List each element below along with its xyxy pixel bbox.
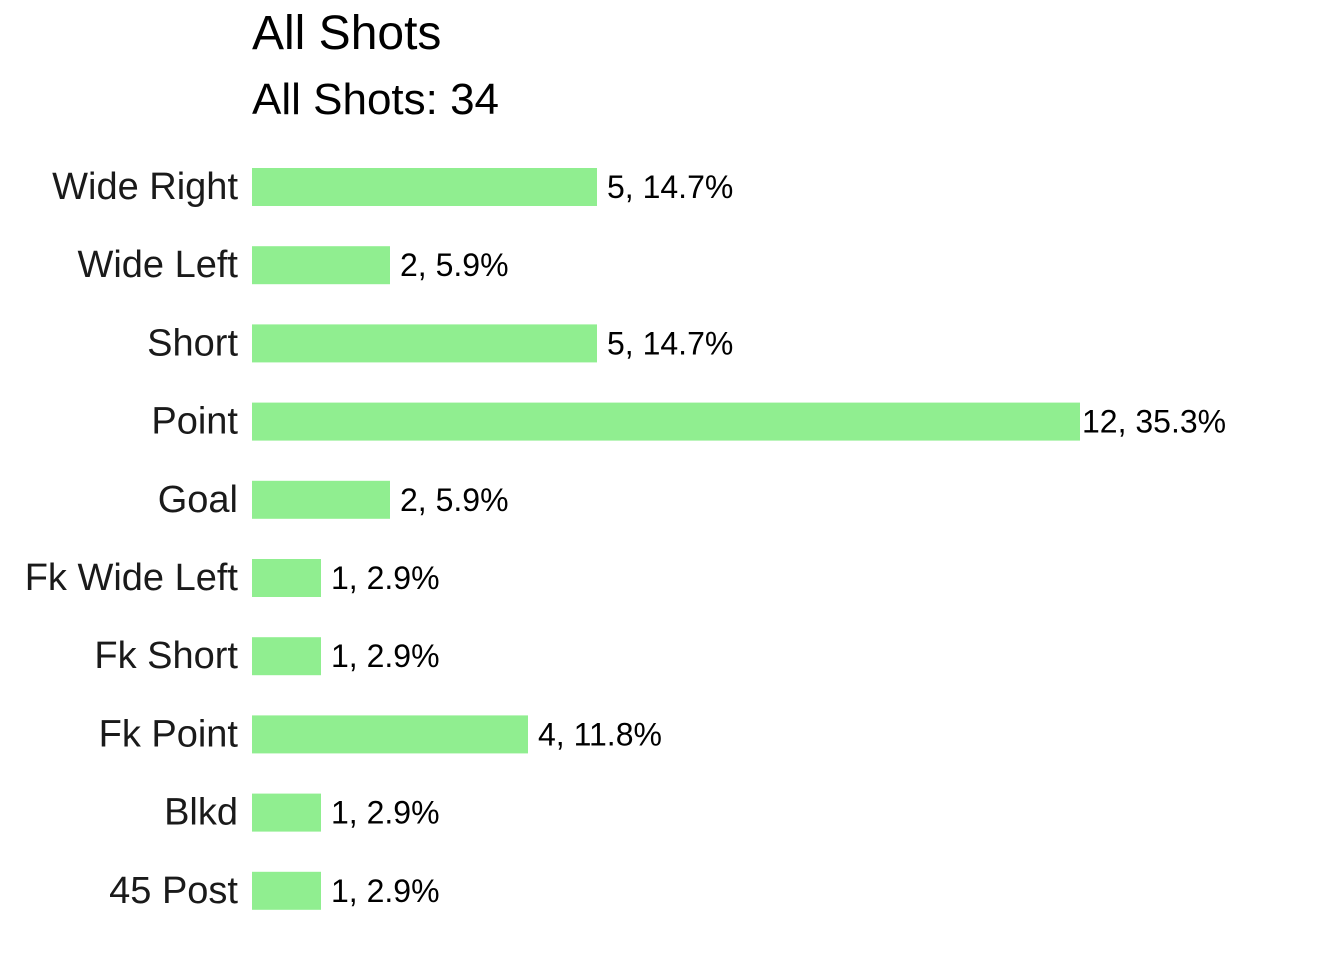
- data-label: 1, 2.9%: [331, 638, 440, 674]
- chart-subtitle: All Shots: 34: [252, 75, 500, 124]
- category-label: Short: [147, 322, 238, 364]
- bar: [252, 715, 528, 754]
- category-label: 45 Post: [109, 870, 238, 912]
- bar: [252, 402, 1080, 441]
- data-label: 5, 14.7%: [607, 325, 733, 361]
- category-label: Fk Point: [99, 713, 239, 755]
- category-label: Fk Wide Left: [25, 557, 239, 599]
- bar: [252, 168, 597, 206]
- bar: [252, 871, 321, 910]
- category-label: Wide Right: [52, 166, 238, 208]
- category-label: Fk Short: [94, 635, 238, 677]
- data-label: 5, 14.7%: [607, 169, 733, 205]
- data-label: 4, 11.8%: [538, 716, 662, 752]
- data-label: 2, 5.9%: [400, 482, 509, 518]
- bar: [252, 480, 390, 519]
- category-label: Blkd: [164, 792, 238, 834]
- bar: [252, 637, 321, 676]
- data-label: 12, 35.3%: [1082, 404, 1226, 440]
- bar: [252, 559, 321, 597]
- bar: [252, 793, 321, 832]
- data-label: 2, 5.9%: [400, 247, 509, 283]
- category-label: Goal: [158, 479, 238, 521]
- data-label: 1, 2.9%: [331, 795, 440, 831]
- chart-title: All Shots: [252, 7, 442, 60]
- bar: [252, 246, 390, 285]
- category-label: Point: [151, 401, 238, 443]
- category-label: Wide Left: [77, 244, 238, 286]
- bar: [252, 324, 597, 363]
- data-label: 1, 2.9%: [331, 560, 440, 596]
- data-label: 1, 2.9%: [331, 873, 440, 909]
